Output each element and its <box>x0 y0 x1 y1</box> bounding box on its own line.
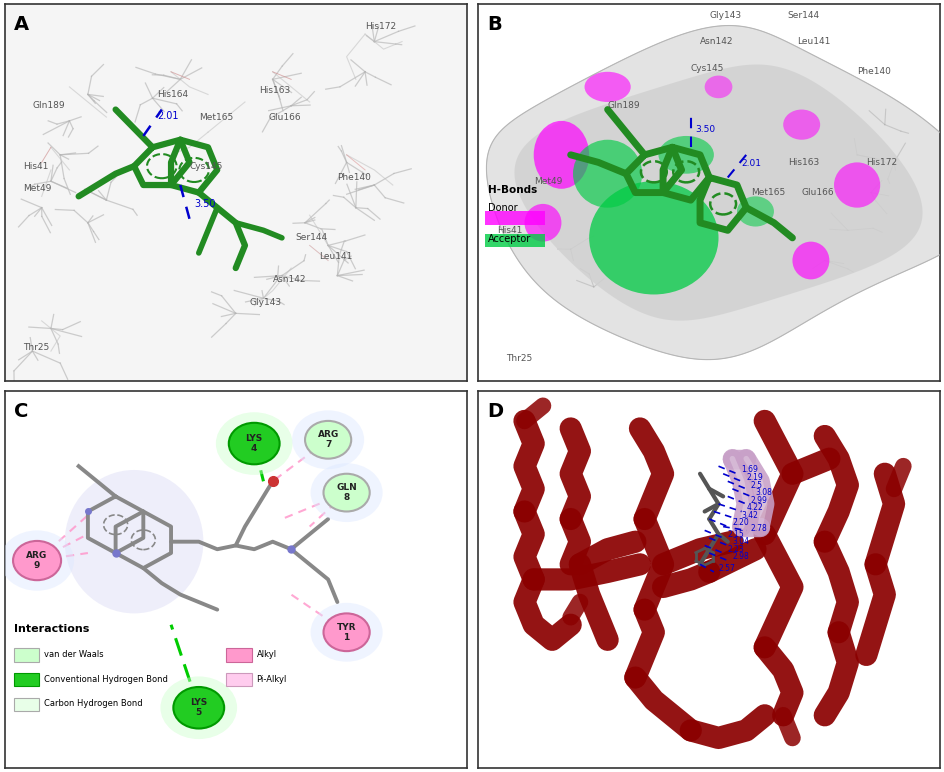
Text: A: A <box>14 15 29 34</box>
Text: 3.42: 3.42 <box>741 511 758 520</box>
Polygon shape <box>514 65 921 320</box>
Text: His172: His172 <box>364 22 396 31</box>
Ellipse shape <box>658 136 713 174</box>
Text: Glu166: Glu166 <box>268 113 300 121</box>
Ellipse shape <box>704 76 732 98</box>
Ellipse shape <box>783 110 819 140</box>
Text: Gln189: Gln189 <box>32 101 65 110</box>
Text: His163: His163 <box>787 158 818 167</box>
Text: Phe140: Phe140 <box>856 67 890 76</box>
Polygon shape <box>486 25 944 360</box>
Circle shape <box>13 541 61 581</box>
Text: GLN
8: GLN 8 <box>336 483 357 503</box>
Text: Alkyl: Alkyl <box>256 651 277 659</box>
FancyBboxPatch shape <box>484 234 545 247</box>
Text: H-Bonds: H-Bonds <box>487 185 536 195</box>
Text: 2.20: 2.20 <box>732 518 749 527</box>
Text: Asn142: Asn142 <box>700 37 733 46</box>
Text: 2.01: 2.01 <box>741 159 761 168</box>
Ellipse shape <box>524 204 561 242</box>
Text: C: C <box>14 402 28 421</box>
Text: His41: His41 <box>24 161 48 171</box>
Text: Gly143: Gly143 <box>709 11 741 19</box>
Text: Interactions: Interactions <box>14 625 90 635</box>
Text: Donor: Donor <box>487 204 516 213</box>
Circle shape <box>215 412 293 475</box>
Text: Thr25: Thr25 <box>505 354 531 363</box>
Text: ARG
7: ARG 7 <box>317 430 338 449</box>
Text: 2.01: 2.01 <box>157 111 178 121</box>
Text: Met49: Met49 <box>533 177 562 186</box>
Text: 2.99: 2.99 <box>750 496 767 505</box>
Text: Met165: Met165 <box>198 113 233 121</box>
Text: 2.57: 2.57 <box>717 564 734 573</box>
Ellipse shape <box>584 72 630 102</box>
Text: Glu166: Glu166 <box>801 188 834 197</box>
Circle shape <box>160 676 237 739</box>
Circle shape <box>305 421 351 459</box>
Text: Cys145: Cys145 <box>690 63 723 73</box>
FancyBboxPatch shape <box>227 673 252 686</box>
Text: His164: His164 <box>157 90 188 99</box>
Text: LYS
4: LYS 4 <box>245 434 262 453</box>
Text: Asn142: Asn142 <box>273 275 306 284</box>
Text: Pi-Alkyl: Pi-Alkyl <box>256 675 287 684</box>
Text: 2.5: 2.5 <box>750 481 762 489</box>
Text: 3.50: 3.50 <box>194 199 215 209</box>
Text: B: B <box>487 15 501 34</box>
Ellipse shape <box>65 470 203 614</box>
Text: Gln189: Gln189 <box>607 101 640 110</box>
Circle shape <box>292 411 363 469</box>
Text: Gly143: Gly143 <box>249 297 281 306</box>
Text: Ser144: Ser144 <box>295 233 328 242</box>
Text: 2.98: 2.98 <box>732 552 749 561</box>
Circle shape <box>173 687 224 729</box>
FancyBboxPatch shape <box>14 673 40 686</box>
Text: Thr25: Thr25 <box>24 343 49 352</box>
Text: Ser144: Ser144 <box>787 11 819 19</box>
Text: Met49: Met49 <box>24 185 52 193</box>
Text: van der Waals: van der Waals <box>44 651 104 659</box>
FancyBboxPatch shape <box>14 698 40 711</box>
Text: Leu141: Leu141 <box>796 37 830 46</box>
Text: Cys145: Cys145 <box>190 161 223 171</box>
Text: 1.69: 1.69 <box>741 466 758 475</box>
Text: 2.23: 2.23 <box>727 545 744 554</box>
Circle shape <box>323 614 369 651</box>
Text: Phe140: Phe140 <box>337 173 371 182</box>
Text: 2.19: 2.19 <box>746 473 762 482</box>
Text: 3.08: 3.08 <box>754 488 771 497</box>
FancyBboxPatch shape <box>227 648 252 662</box>
Text: Conventional Hydrogen Bond: Conventional Hydrogen Bond <box>44 675 168 684</box>
Text: TYR
1: TYR 1 <box>336 622 356 642</box>
Text: 3.04: 3.04 <box>732 537 749 546</box>
Text: His172: His172 <box>866 158 897 167</box>
FancyBboxPatch shape <box>484 212 545 225</box>
Text: Leu141: Leu141 <box>318 252 352 261</box>
Text: Carbon Hydrogen Bond: Carbon Hydrogen Bond <box>44 699 143 709</box>
Circle shape <box>0 530 74 591</box>
Text: His41: His41 <box>497 226 522 235</box>
Ellipse shape <box>588 181 717 294</box>
Text: D: D <box>487 402 503 421</box>
Ellipse shape <box>533 121 588 189</box>
Text: 2.78: 2.78 <box>750 524 767 533</box>
Ellipse shape <box>736 196 773 226</box>
Ellipse shape <box>834 162 879 208</box>
Text: Acceptor: Acceptor <box>487 234 531 244</box>
Circle shape <box>323 474 369 512</box>
Circle shape <box>228 423 279 464</box>
Text: His163: His163 <box>259 86 290 95</box>
FancyBboxPatch shape <box>14 648 40 662</box>
Text: ARG
9: ARG 9 <box>26 551 47 571</box>
Text: 3.50: 3.50 <box>695 125 715 134</box>
Text: 2.15: 2.15 <box>727 530 744 539</box>
Ellipse shape <box>572 140 642 208</box>
Text: Met165: Met165 <box>750 188 784 197</box>
Ellipse shape <box>792 242 829 279</box>
Circle shape <box>311 463 382 522</box>
Text: 4.22: 4.22 <box>746 503 762 512</box>
Text: LYS
5: LYS 5 <box>190 698 207 717</box>
Circle shape <box>311 603 382 662</box>
